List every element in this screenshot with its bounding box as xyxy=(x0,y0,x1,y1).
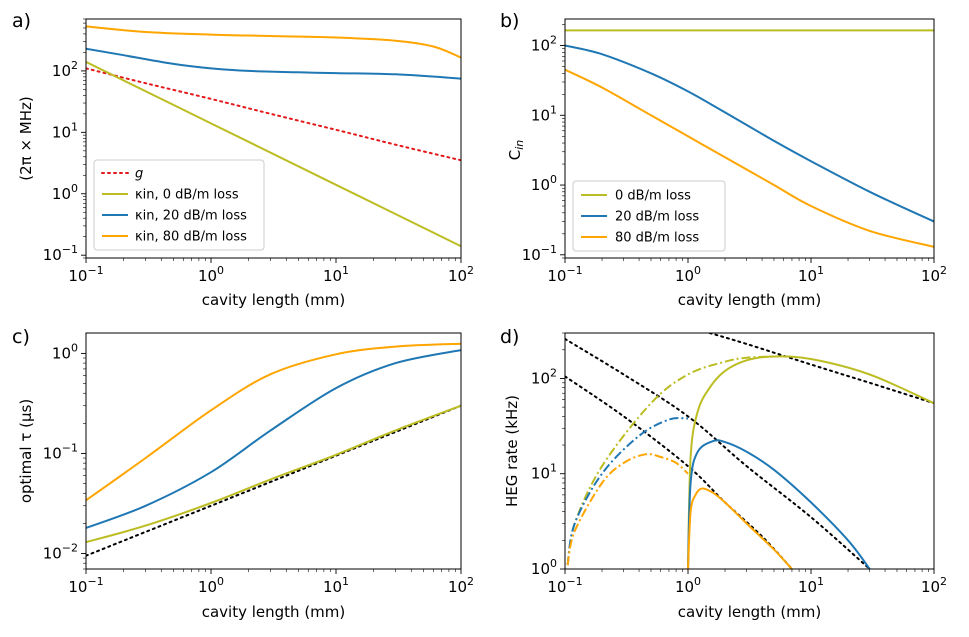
panel-b-ylabel: Cin xyxy=(506,140,526,161)
panel-d-label: d) xyxy=(500,326,519,348)
panel-c-plot-area xyxy=(86,342,461,557)
tick-label: 10−1 xyxy=(68,264,103,285)
panel-a-legend-box xyxy=(93,159,265,251)
series-tau_0 xyxy=(86,404,461,544)
panel-d-ylabel: HEG rate (kHz) xyxy=(503,395,521,507)
tick-label: 100 xyxy=(531,173,557,194)
panel-a-plot-area xyxy=(86,25,461,248)
series-C_20 xyxy=(565,44,934,223)
tick-label: 10−1 xyxy=(547,264,582,285)
legend-label-kappa-20: κin, 20 dB/m loss xyxy=(135,209,247,224)
panel-c: c) 10−1 100 101 102 10−2 10−1 100 cavity lengt… xyxy=(12,326,474,621)
tick-label: 102 xyxy=(448,264,474,285)
tick-label: 100 xyxy=(198,264,224,285)
panel-b: b) 10−1 100 101 102 10−1 100 101 102 cavity len… xyxy=(500,10,947,309)
series-kappa_in_20 xyxy=(86,47,461,80)
tick-label: 101 xyxy=(531,462,557,483)
tick-label: 101 xyxy=(531,103,557,124)
series-kappa_in_0 xyxy=(86,61,461,248)
panel-c-frame xyxy=(85,332,462,570)
tick-label: 102 xyxy=(531,366,557,387)
tick-label: 102 xyxy=(921,575,947,596)
panel-a: a) 10−1 100 101 102 10−1 100 101 102 cavity len… xyxy=(12,10,474,309)
series-rate_0 xyxy=(687,355,934,569)
panel-a-label: a) xyxy=(12,10,31,32)
panel-b-xlabel: cavity length (mm) xyxy=(678,291,822,309)
series-rate_20 xyxy=(687,439,871,569)
tick-label: 101 xyxy=(798,575,824,596)
panel-a-legend: g κin, 0 dB/m loss κin, 20 dB/m loss κin… xyxy=(93,159,265,251)
tick-label: 100 xyxy=(531,557,557,578)
series-tau_20 xyxy=(86,349,461,529)
tick-label: 102 xyxy=(921,264,947,285)
tick-label: 101 xyxy=(323,264,349,285)
panel-b-label: b) xyxy=(500,10,519,32)
legend-label-kappa-80: κin, 80 dB/m loss xyxy=(135,230,247,245)
series-bound_lower xyxy=(565,375,793,569)
series-kappa_in_80 xyxy=(86,25,461,59)
series-tau_bound xyxy=(86,404,461,557)
series-bound_mid xyxy=(565,337,871,569)
tick-label: 101 xyxy=(323,575,349,596)
panel-b-legend-box xyxy=(572,180,726,252)
tick-label: 10−2 xyxy=(43,542,78,563)
panel-d-frame xyxy=(564,332,935,570)
tick-label: 100 xyxy=(52,182,78,203)
legend-label-g: g xyxy=(135,167,143,182)
panel-b-frame xyxy=(564,18,935,259)
panel-d-xlabel: cavity length (mm) xyxy=(678,603,822,621)
panel-c-ylabel: optimal τ (μs) xyxy=(17,399,35,503)
series-rate_80 xyxy=(687,487,793,569)
series-rate_0_dashdot xyxy=(566,355,775,566)
tick-label: 10−1 xyxy=(547,575,582,596)
tick-label: 102 xyxy=(448,575,474,596)
tick-label: 10−1 xyxy=(43,441,78,462)
legend-label-80-loss: 80 dB/m loss xyxy=(615,231,699,246)
panel-a-ylabel: (2π × MHz) xyxy=(17,96,35,180)
tick-label: 100 xyxy=(198,575,224,596)
panel-a-xlabel: cavity length (mm) xyxy=(202,291,346,309)
series-rate_20_dashdot xyxy=(566,417,689,566)
tick-label: 101 xyxy=(798,264,824,285)
legend-label-20-loss: 20 dB/m loss xyxy=(615,210,699,225)
series-C_80 xyxy=(565,68,934,248)
series-rate_80_dashdot xyxy=(566,453,689,566)
panel-b-plot-area xyxy=(565,29,934,248)
tick-label: 102 xyxy=(531,34,557,55)
panel-b-legend: 0 dB/m loss 20 dB/m loss 80 dB/m loss xyxy=(572,180,726,252)
tick-label: 10−1 xyxy=(68,575,103,596)
tick-label: 100 xyxy=(675,575,701,596)
series-tau_80 xyxy=(86,342,461,502)
panel-c-label: c) xyxy=(12,326,30,348)
legend-label-kappa-0: κin, 0 dB/m loss xyxy=(135,188,239,203)
tick-label: 100 xyxy=(675,264,701,285)
series-g xyxy=(86,67,461,162)
tick-label: 101 xyxy=(52,120,78,141)
tick-label: 102 xyxy=(52,59,78,80)
legend-label-0-loss: 0 dB/m loss xyxy=(615,189,691,204)
series-bound_upper xyxy=(708,333,934,405)
tick-label: 10−1 xyxy=(522,243,557,264)
panel-d-plot-area xyxy=(565,333,934,569)
tick-label: 100 xyxy=(52,341,78,362)
tick-label: 10−1 xyxy=(43,243,78,264)
panel-c-xlabel: cavity length (mm) xyxy=(202,603,346,621)
